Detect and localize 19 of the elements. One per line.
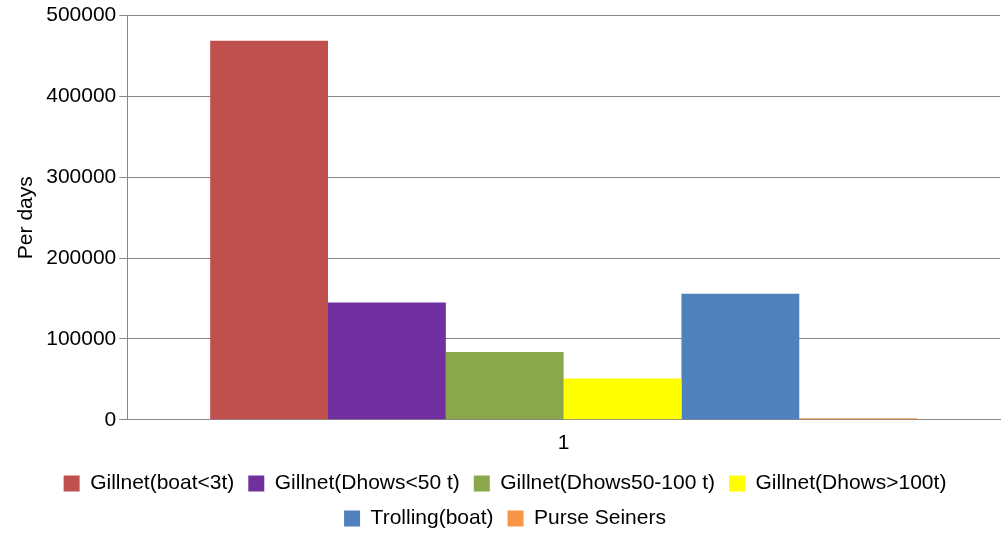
y-tick-label: 300000 <box>46 164 117 188</box>
x-tick-label: 1 <box>557 430 570 454</box>
y-tick-label: 200000 <box>46 244 117 268</box>
y-tick-label: 0 <box>104 406 117 430</box>
legend-label: Gillnet(Dhows<50 t) <box>274 470 460 494</box>
legend-label: Gillnet(boat<3t) <box>90 470 235 494</box>
y-tick-label: 100000 <box>46 325 117 349</box>
legend-label: Purse Seiners <box>534 505 666 529</box>
bar <box>210 40 328 420</box>
bar <box>681 293 800 420</box>
legend-label: Trolling(boat) <box>370 505 494 529</box>
bar <box>445 351 564 420</box>
y-tick-label: 500000 <box>46 2 117 26</box>
bar <box>563 378 682 420</box>
legend-label: Gillnet(Dhows>100t) <box>755 470 947 494</box>
y-tick-label: 400000 <box>46 83 117 107</box>
legend-label: Gillnet(Dhows50-100 t) <box>500 470 716 494</box>
bar <box>328 302 446 420</box>
y-axis-title: Per days <box>13 176 37 260</box>
